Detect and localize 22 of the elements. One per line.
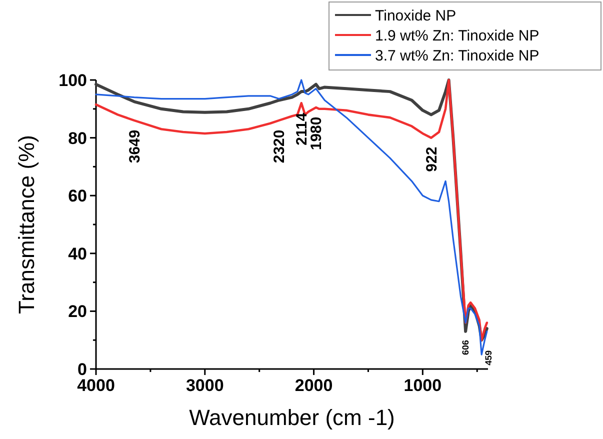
y-tick-label: 60 xyxy=(68,186,87,206)
annotation: 2320 xyxy=(271,130,288,164)
annotation: 1980 xyxy=(308,116,326,150)
annotation: 2114 xyxy=(294,112,311,146)
y-tick-label: 80 xyxy=(68,128,87,148)
legend-label: 1.9 wt% Zn: Tinoxide NP xyxy=(375,27,540,44)
y-axis-title: Transmittance (%) xyxy=(14,135,39,314)
annotation: 922 xyxy=(423,146,440,172)
y-tick-label: 0 xyxy=(78,360,87,379)
y-tick-label: 40 xyxy=(68,244,87,264)
annotation: 459 xyxy=(484,350,494,366)
x-tick-label: 2000 xyxy=(294,376,333,395)
x-tick-label: 4000 xyxy=(77,376,115,395)
legend-label: 3.7 wt% Zn: Tinoxide NP xyxy=(375,47,540,64)
annotation: 606 xyxy=(460,340,471,356)
x-axis-title: Wavenumber (cm -1) xyxy=(189,405,395,430)
x-tick-label: 1000 xyxy=(404,376,442,395)
x-tick-label: 3000 xyxy=(186,376,224,395)
y-tick-label: 100 xyxy=(58,70,87,90)
legend-label: Tinoxide NP xyxy=(375,7,456,24)
y-tick-label: 20 xyxy=(68,302,87,322)
annotation: 3649 xyxy=(126,130,144,164)
